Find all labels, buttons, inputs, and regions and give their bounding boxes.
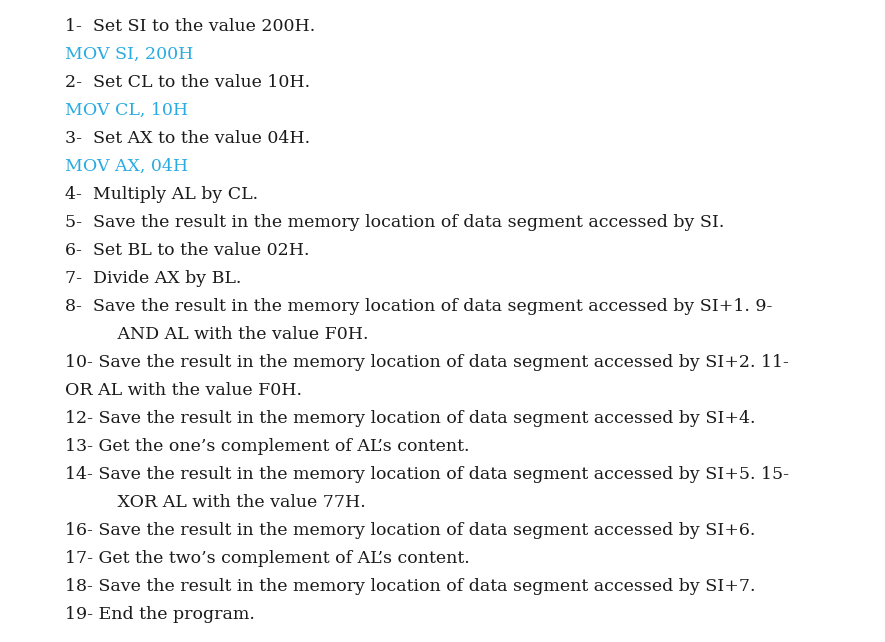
Text: 4-  Multiply AL by CL.: 4- Multiply AL by CL. — [65, 186, 258, 203]
Text: 6-  Set BL to the value 02H.: 6- Set BL to the value 02H. — [65, 242, 310, 259]
Text: 14- Save the result in the memory location of data segment accessed by SI+5. 15-: 14- Save the result in the memory locati… — [65, 466, 789, 483]
Text: 10- Save the result in the memory location of data segment accessed by SI+2. 11-: 10- Save the result in the memory locati… — [65, 354, 789, 371]
Text: MOV CL, 10H: MOV CL, 10H — [65, 102, 189, 119]
Text: MOV AX, 04H: MOV AX, 04H — [65, 158, 189, 175]
Text: 7-  Divide AX by BL.: 7- Divide AX by BL. — [65, 270, 242, 287]
Text: 13- Get the one’s complement of AL’s content.: 13- Get the one’s complement of AL’s con… — [65, 438, 470, 455]
Text: MOV SI, 200H: MOV SI, 200H — [65, 46, 194, 63]
Text: 17- Get the two’s complement of AL’s content.: 17- Get the two’s complement of AL’s con… — [65, 550, 470, 567]
Text: 2-  Set CL to the value 10H.: 2- Set CL to the value 10H. — [65, 74, 310, 91]
Text: 18- Save the result in the memory location of data segment accessed by SI+7.: 18- Save the result in the memory locati… — [65, 578, 756, 595]
Text: OR AL with the value F0H.: OR AL with the value F0H. — [65, 382, 302, 399]
Text: XOR AL with the value 77H.: XOR AL with the value 77H. — [90, 494, 366, 511]
Text: 3-  Set AX to the value 04H.: 3- Set AX to the value 04H. — [65, 130, 310, 147]
Text: 19- End the program.: 19- End the program. — [65, 606, 255, 623]
Text: 16- Save the result in the memory location of data segment accessed by SI+6.: 16- Save the result in the memory locati… — [65, 522, 756, 539]
Text: 8-  Save the result in the memory location of data segment accessed by SI+1. 9-: 8- Save the result in the memory locatio… — [65, 298, 773, 315]
Text: AND AL with the value F0H.: AND AL with the value F0H. — [90, 326, 368, 343]
Text: 12- Save the result in the memory location of data segment accessed by SI+4.: 12- Save the result in the memory locati… — [65, 410, 756, 427]
Text: 5-  Save the result in the memory location of data segment accessed by SI.: 5- Save the result in the memory locatio… — [65, 214, 725, 231]
Text: 1-  Set SI to the value 200H.: 1- Set SI to the value 200H. — [65, 18, 315, 35]
